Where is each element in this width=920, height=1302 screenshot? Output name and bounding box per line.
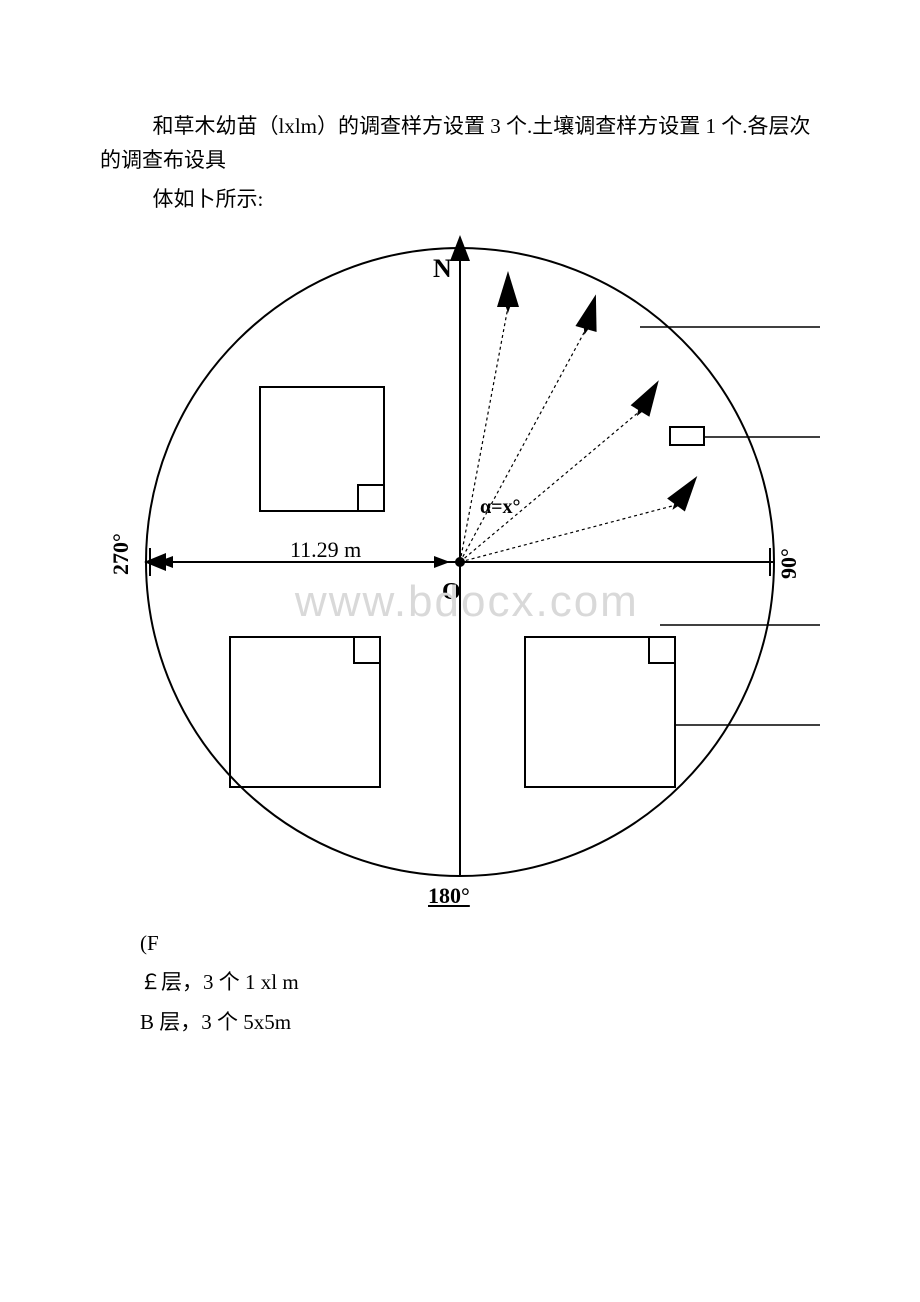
svg-text:α=x°: α=x° [480,496,521,518]
svg-text:270°: 270° [108,533,133,575]
svg-text:N: N [433,254,452,283]
paragraph-3: (F [140,927,820,961]
svg-text:11.29 m: 11.29 m [290,537,361,562]
paragraph-4: ￡层，3 个 1 xl m [140,966,820,1000]
paragraph-1: 和草木幼苗（lxlm）的调查样方设置 3 个.土壤调查样方设置 1 个.各层次的… [100,110,820,177]
paragraph-2: 体如卜所示: [100,183,820,217]
svg-text:O: O [442,579,461,605]
diagram-svg: N O 270° 90° 180° 11.29 m α=x° [100,227,820,907]
svg-text:90°: 90° [776,548,801,579]
paragraph-5: B 层，3 个 5x5m [140,1006,820,1040]
svg-text:180°: 180° [428,883,470,907]
survey-plot-diagram: www.bdocx.com NO270°90°180°11.29 mα=x° [100,227,820,907]
